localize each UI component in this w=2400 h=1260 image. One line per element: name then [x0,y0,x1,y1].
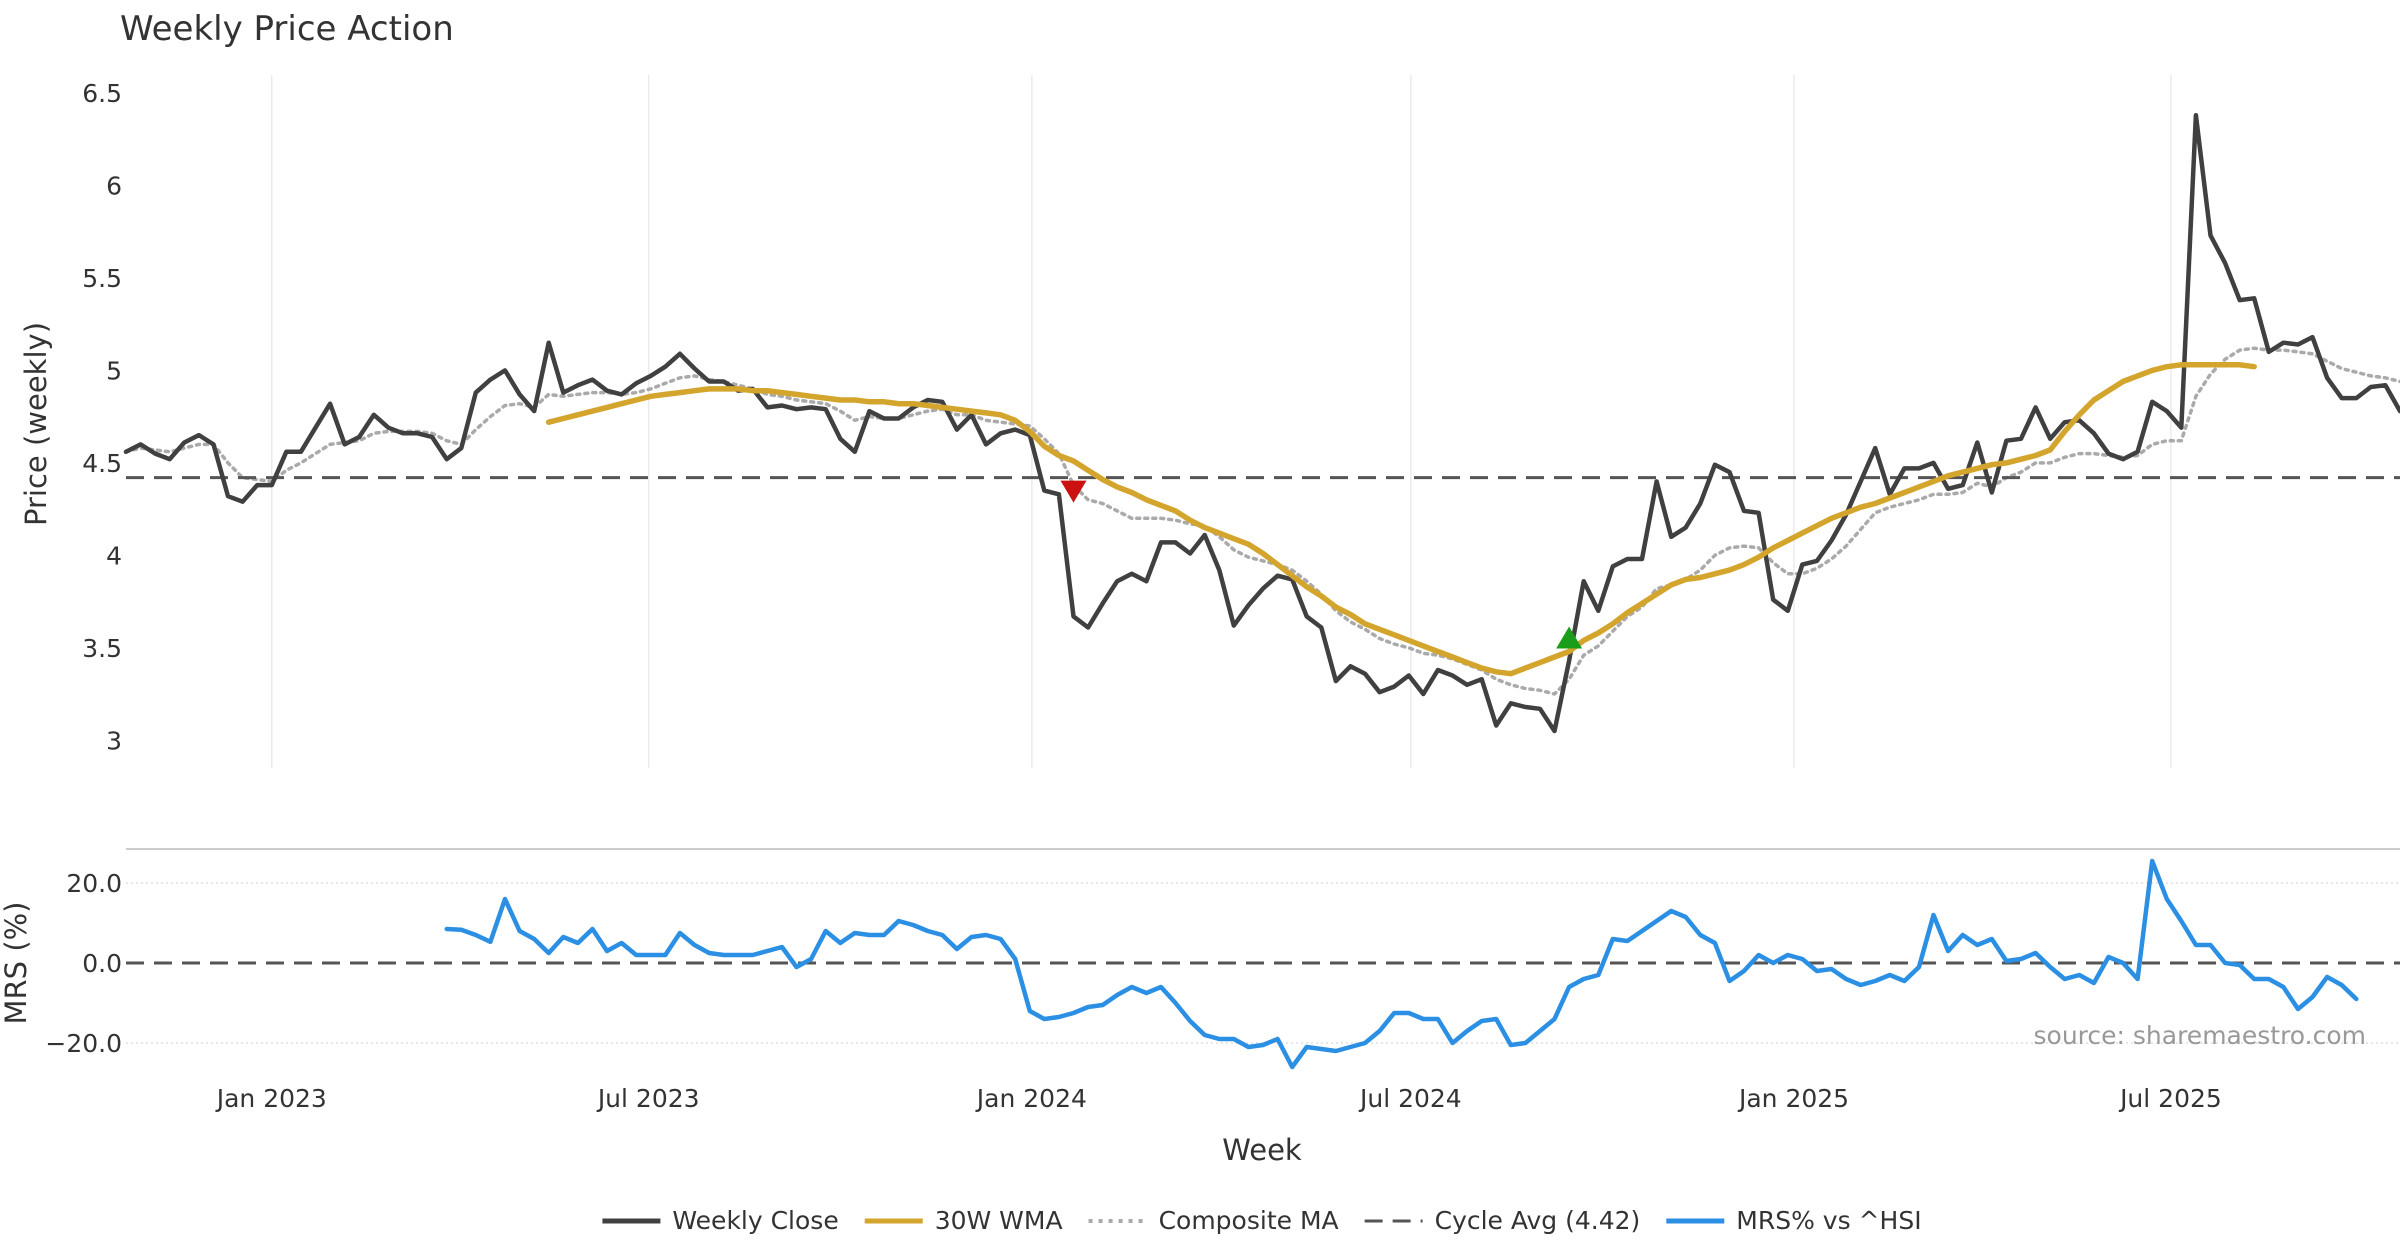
mrs-y-tick-label: 0.0 [82,949,122,978]
x-tick-label: Jul 2024 [1358,1084,1462,1113]
price-y-tick-label: 5.5 [82,264,122,293]
price-y-tick-label: 6 [106,171,122,200]
legend-item-30w-wma: 30W WMA [864,1206,1063,1235]
legend-item-mrs-vs-hsi: MRS% vs ^HSI [1666,1206,1922,1235]
weekly-close-line [123,112,2400,734]
legend-label: Weekly Close [672,1206,838,1235]
x-tick-label: Jul 2023 [596,1084,700,1113]
buy-signal-marker [1556,626,1583,649]
mrs-grid [126,882,2400,1044]
price-y-tick-label: 3 [106,726,122,755]
x-tick-label: Jan 2024 [975,1084,1087,1113]
legend-item-cycle-avg-4-42: Cycle Avg (4.42) [1364,1206,1641,1235]
source-note: source: sharemaestro.com [2034,1021,2367,1050]
x-axis-label: Week [1222,1133,1302,1167]
x-tick-label: Jan 2023 [215,1084,327,1113]
legend-label: MRS% vs ^HSI [1736,1206,1921,1235]
mrs-y-tick-label: −20.0 [45,1029,122,1058]
price-y-ticks: 6.5 6 5.5 5 4.5 4 3.5 3 [82,79,122,755]
legend-item-composite-ma: Composite MA [1088,1206,1339,1235]
price-y-tick-label: 5 [106,356,122,385]
wma-30w-line [545,362,2257,677]
mrs-y-tick-label: 20.0 [66,869,122,898]
composite-ma-line [124,346,2400,696]
chart-title: Weekly Price Action [120,9,454,49]
x-tick-label: Jan 2025 [1737,1084,1849,1113]
price-y-tick-label: 4 [106,541,122,570]
price-lines [123,112,2400,734]
mrs-line [444,858,2359,1070]
legend-label: 30W WMA [935,1206,1063,1235]
legend-label: Composite MA [1159,1206,1339,1235]
legend: Weekly Close 30W WMA Composite MA Cycle Avg… [602,1206,1922,1235]
legend-label: Cycle Avg (4.42) [1435,1206,1641,1235]
x-axis-ticks: Jan 2023 Jul 2023 Jan 2024 Jul 2024 Jan 2025… [215,1084,2222,1113]
mrs-y-axis-label: MRS (%) [0,902,33,1025]
mrs-y-ticks: 20.0 0.0 −20.0 [45,869,122,1058]
mrs-lines [444,858,2359,1070]
price-y-tick-label: 4.5 [82,449,122,478]
sell-signal-marker [1060,480,1087,503]
price-grid [271,75,2172,768]
signal-markers [1060,480,1583,649]
price-y-axis-label: Price (weekly) [19,322,53,526]
legend-item-weekly-close: Weekly Close [602,1206,839,1235]
x-tick-label: Jul 2025 [2118,1084,2222,1113]
price-y-tick-label: 6.5 [82,79,122,108]
price-y-tick-label: 3.5 [82,634,122,663]
